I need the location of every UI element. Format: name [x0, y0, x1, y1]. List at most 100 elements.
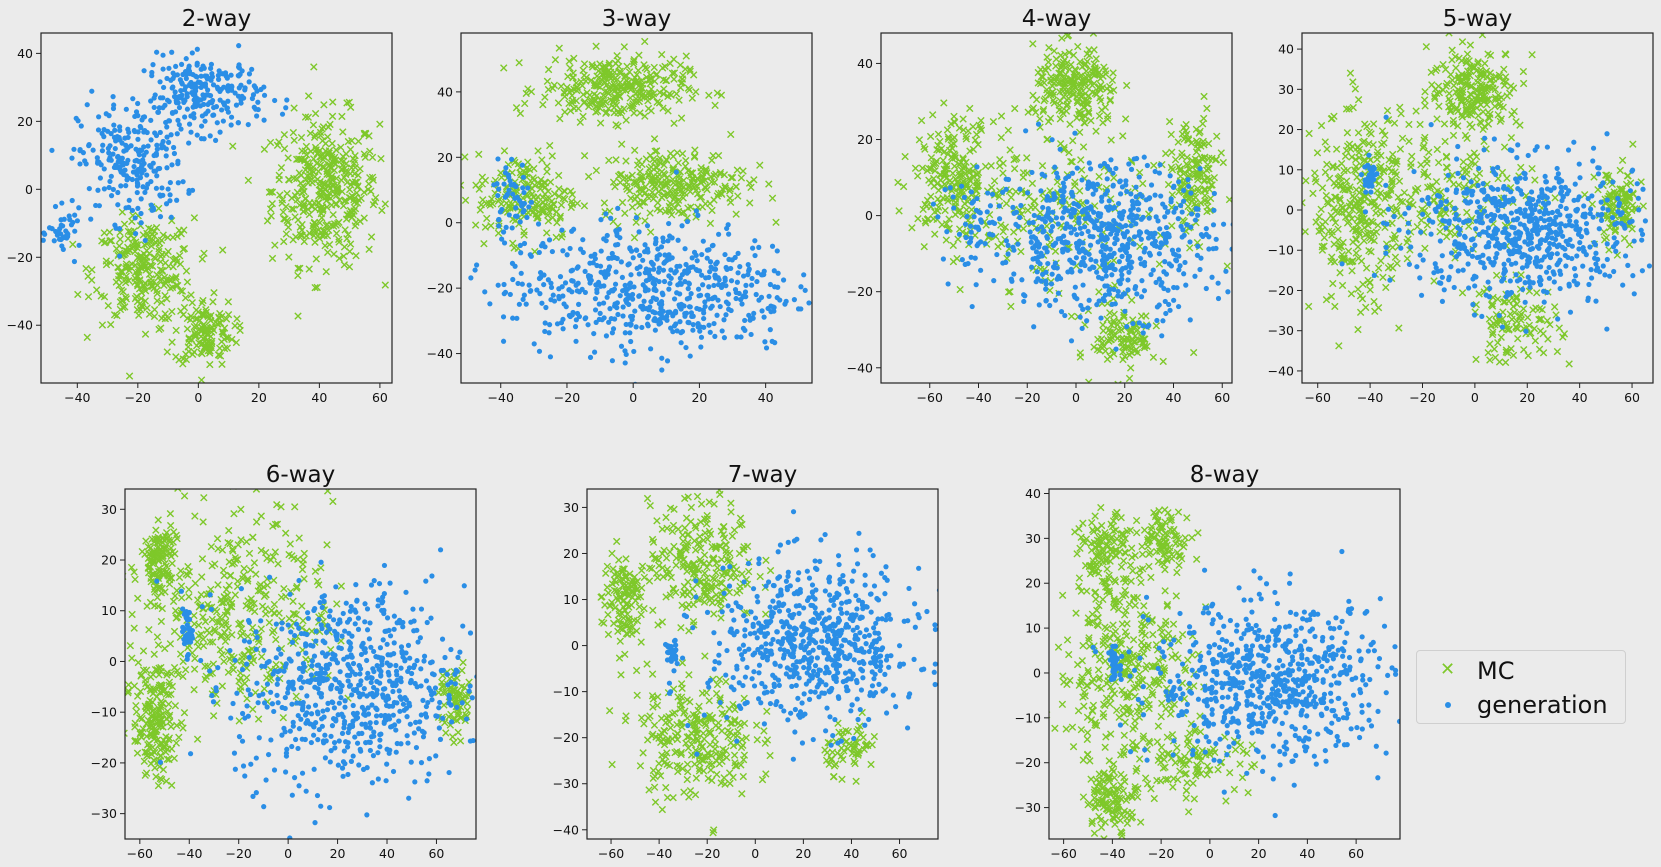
point-mc	[1377, 140, 1386, 149]
point-mc	[1351, 235, 1360, 244]
point-generation	[156, 105, 162, 111]
point-generation	[1129, 198, 1135, 204]
point-mc	[1161, 149, 1170, 158]
point-mc	[1054, 73, 1062, 82]
point-mc	[140, 241, 149, 249]
x-tick-label: 40	[758, 390, 774, 405]
point-generation	[656, 265, 662, 271]
point-mc	[1622, 180, 1631, 189]
point-generation	[1210, 246, 1216, 252]
point-generation	[134, 183, 141, 189]
point-mc	[560, 187, 568, 195]
point-mc	[1479, 108, 1487, 116]
point-mc	[198, 255, 207, 263]
point-generation	[149, 207, 155, 213]
point-generation	[640, 257, 646, 263]
point-mc	[616, 69, 625, 78]
point-generation	[182, 87, 188, 93]
point-generation	[521, 207, 527, 214]
point-generation	[1189, 211, 1195, 217]
point-mc	[365, 245, 373, 254]
point-generation	[261, 84, 267, 90]
point-generation	[111, 122, 117, 128]
point-generation	[497, 209, 503, 215]
point-generation	[186, 140, 192, 146]
point-mc	[347, 208, 355, 216]
point-mc	[203, 343, 211, 352]
point-mc	[1095, 112, 1104, 120]
point-mc	[1330, 240, 1338, 248]
point-mc	[325, 189, 334, 197]
point-generation	[1178, 223, 1184, 229]
point-generation	[130, 169, 137, 175]
point-generation	[1160, 318, 1166, 324]
point-mc	[150, 305, 159, 314]
point-mc	[329, 98, 337, 106]
point-mc	[945, 215, 953, 223]
point-mc	[636, 201, 644, 210]
point-mc	[244, 176, 253, 185]
point-mc	[940, 148, 948, 156]
point-mc	[745, 179, 754, 187]
point-generation	[1033, 249, 1040, 255]
point-generation	[738, 334, 744, 340]
point-generation	[83, 161, 89, 167]
point-generation	[101, 134, 107, 140]
point-mc	[303, 158, 312, 167]
point-generation	[716, 231, 722, 237]
point-mc	[172, 326, 180, 335]
point-generation	[614, 232, 620, 239]
point-generation	[615, 205, 621, 211]
point-mc	[1503, 92, 1511, 100]
point-generation	[132, 128, 138, 135]
point-generation	[123, 205, 129, 211]
point-mc	[1047, 91, 1055, 99]
point-mc	[137, 252, 145, 260]
point-generation	[746, 266, 752, 272]
point-generation	[627, 330, 633, 336]
point-generation	[506, 212, 512, 218]
point-mc	[135, 311, 143, 320]
point-mc	[480, 239, 488, 248]
point-mc	[708, 206, 716, 215]
point-generation	[679, 328, 686, 335]
point-generation	[697, 328, 703, 334]
point-generation	[675, 237, 681, 243]
point-generation	[660, 308, 666, 314]
point-generation	[683, 261, 689, 268]
point-generation	[1076, 215, 1082, 221]
point-generation	[1167, 307, 1173, 313]
point-generation	[645, 313, 652, 319]
point-generation	[745, 262, 751, 268]
point-generation	[1050, 242, 1057, 249]
point-mc	[1329, 163, 1337, 171]
point-mc	[1070, 182, 1079, 190]
point-mc	[633, 161, 642, 169]
point-mc	[1114, 380, 1122, 383]
point-generation	[148, 164, 154, 170]
point-mc	[997, 112, 1006, 120]
point-mc	[1103, 111, 1112, 120]
point-generation	[536, 275, 543, 282]
point-generation	[224, 86, 231, 92]
point-generation	[719, 328, 725, 334]
scatter-points	[461, 37, 812, 383]
point-generation	[1082, 262, 1088, 269]
point-mc	[1119, 355, 1127, 364]
point-generation	[546, 330, 552, 336]
point-mc	[191, 329, 199, 338]
point-mc	[311, 283, 319, 292]
point-mc	[341, 226, 349, 234]
point-generation	[232, 90, 238, 96]
point-generation	[978, 219, 985, 225]
point-generation	[162, 102, 168, 108]
point-generation	[674, 290, 680, 296]
point-mc	[1195, 156, 1203, 165]
point-mc	[1058, 34, 1066, 42]
point-generation	[1011, 271, 1017, 277]
panel-5-way: 5-way−60 −40 −20 0 20 40 60403020100−10−20−30−…	[1268, 6, 1654, 405]
point-generation	[200, 92, 206, 98]
point-mc	[1084, 100, 1092, 108]
point-mc	[1374, 221, 1382, 229]
point-mc	[298, 231, 306, 240]
